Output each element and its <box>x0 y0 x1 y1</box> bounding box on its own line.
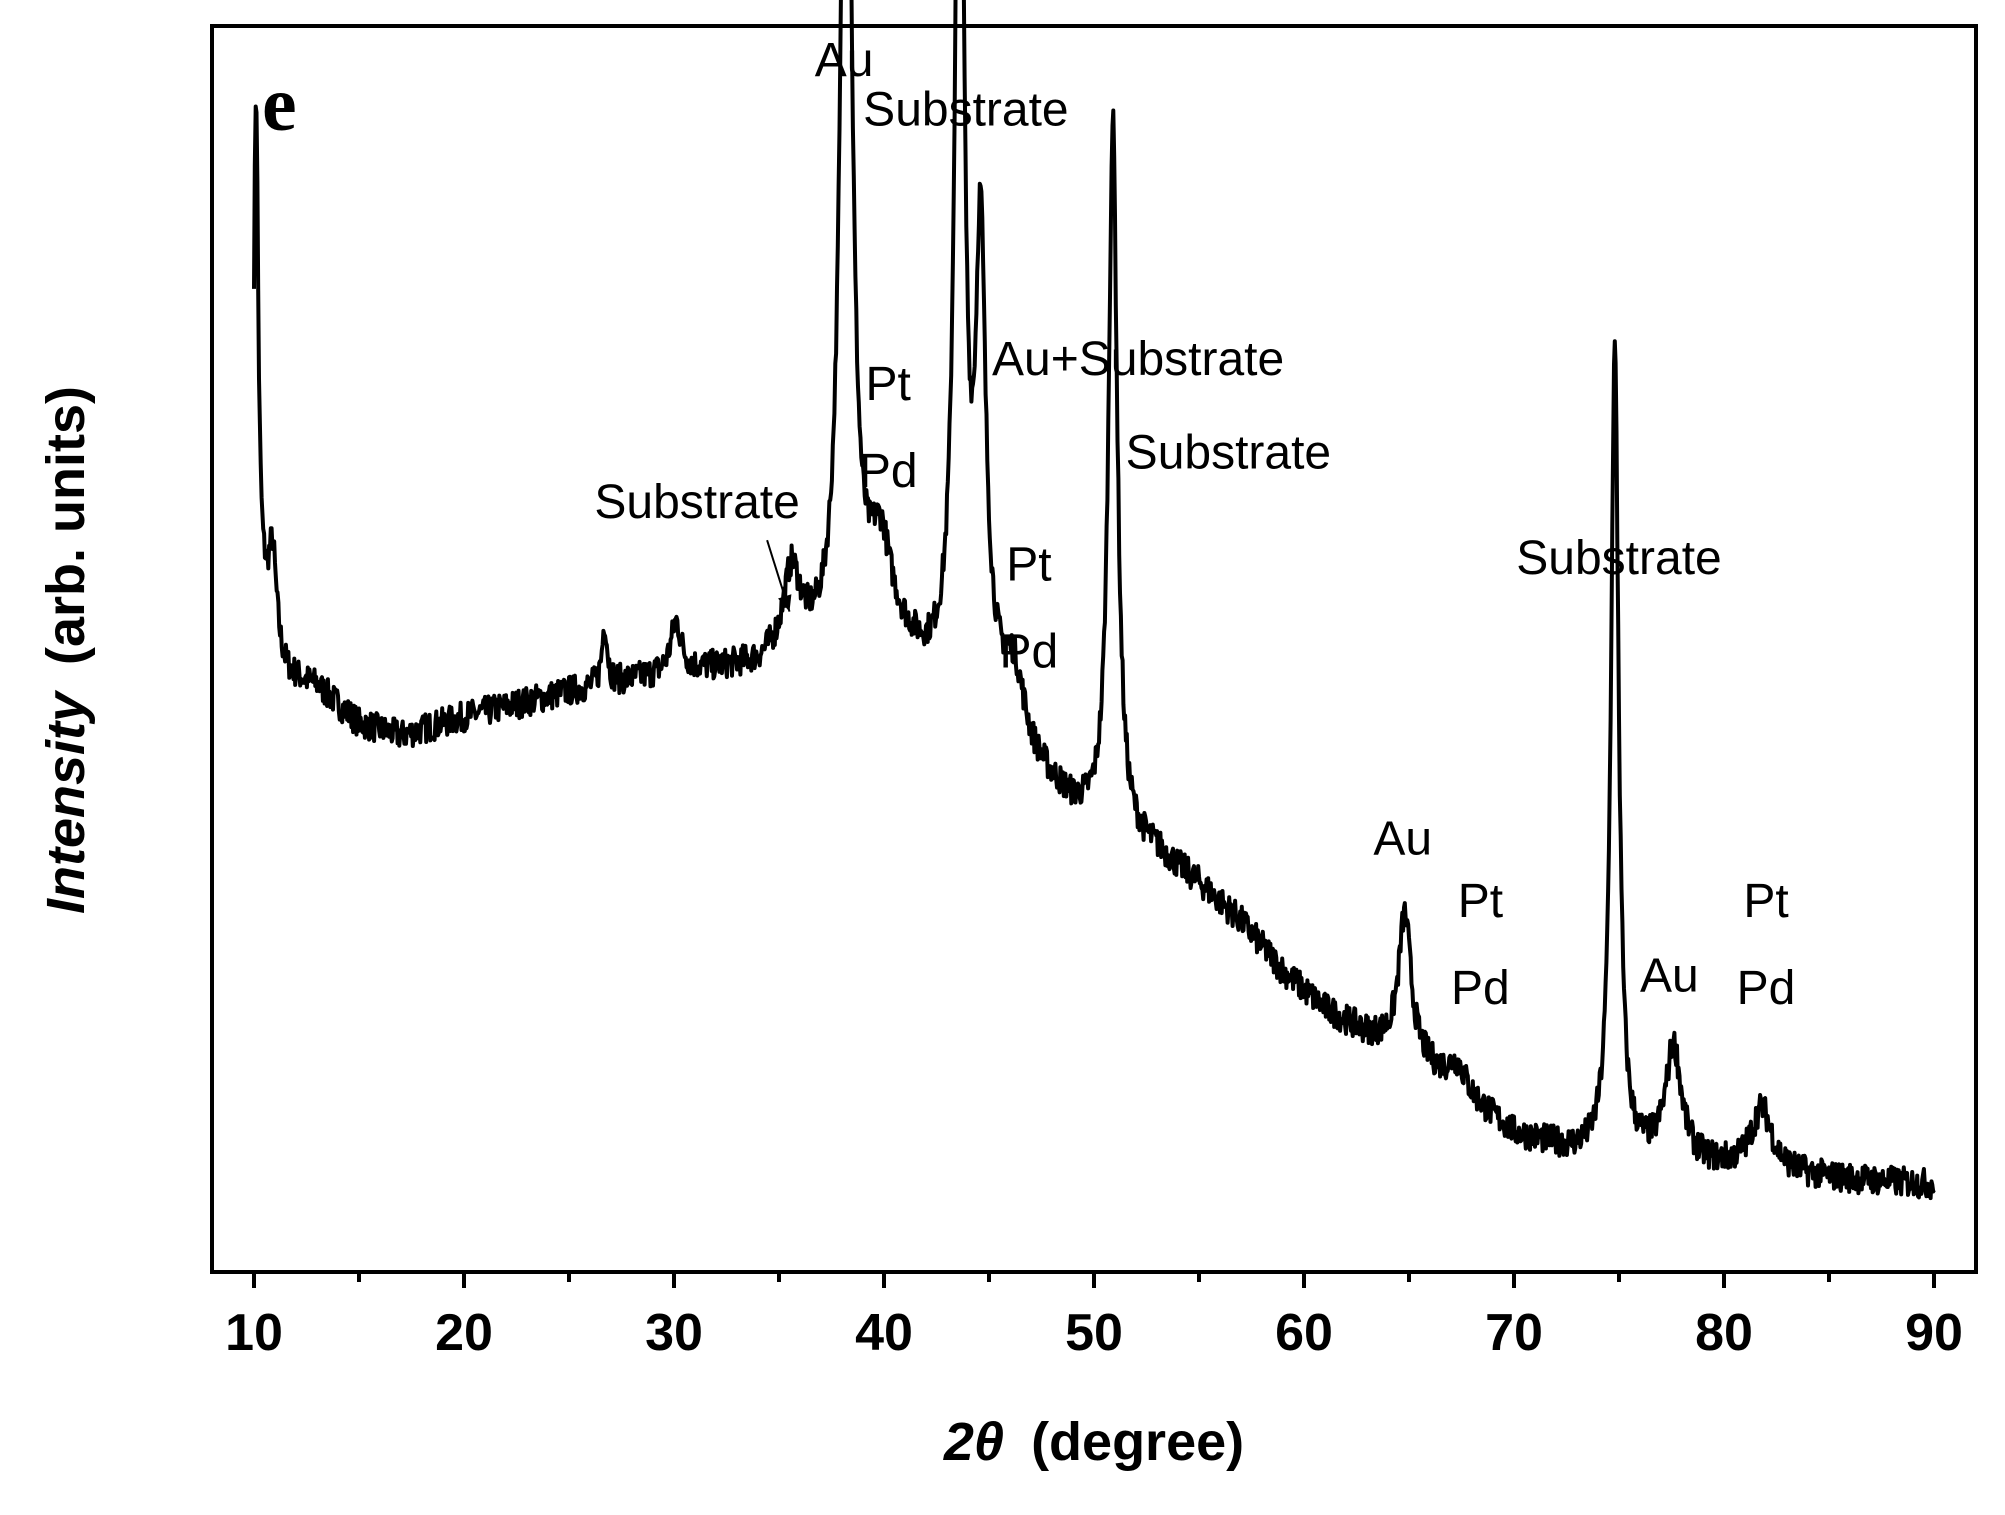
x-tick-label: 50 <box>1065 1304 1123 1362</box>
xrd-pattern-line <box>252 0 1936 1201</box>
x-tick-label: 80 <box>1695 1304 1753 1362</box>
peak-label: Pd <box>1737 962 1796 1015</box>
x-axis-title: 2θ (degree) <box>943 1412 1244 1472</box>
peak-label: Pd <box>1451 962 1510 1015</box>
peak-label: Substrate <box>1516 532 1721 585</box>
peak-label: Au+Substrate <box>992 333 1284 386</box>
x-axis-tick-labels: 10 20 30 40 50 60 70 80 90 <box>225 1304 1963 1362</box>
peak-annotations: AuSubstratePtPdAu+SubstrateSubstratePtPd… <box>594 34 1795 1015</box>
peak-label: Pd <box>1000 626 1059 679</box>
peak-label: Pt <box>866 358 911 411</box>
x-axis-symbol: 2θ <box>943 1412 1004 1472</box>
x-tick-label: 40 <box>855 1304 913 1362</box>
y-axis-title: Intensity (arb. units) <box>36 386 96 914</box>
peak-label: Pt <box>1743 875 1788 928</box>
peak-label: Pd <box>859 445 918 498</box>
x-tick-label: 90 <box>1905 1304 1963 1362</box>
peak-label: Substrate <box>863 84 1068 137</box>
peak-label: Au <box>1640 950 1699 1003</box>
x-tick-label: 20 <box>435 1304 493 1362</box>
panel-label: e <box>262 60 297 147</box>
x-tick-label: 10 <box>225 1304 283 1362</box>
x-axis-ticks <box>252 1272 1936 1288</box>
x-tick-label: 60 <box>1275 1304 1333 1362</box>
peak-label: Substrate <box>1126 426 1331 479</box>
peak-label: Pt <box>1006 538 1051 591</box>
peak-label: Au <box>1373 813 1432 866</box>
peak-label: Au <box>815 34 874 87</box>
annotation-arrow-head <box>778 594 792 612</box>
peak-label: Pt <box>1458 875 1503 928</box>
x-tick-label: 30 <box>645 1304 703 1362</box>
x-tick-label: 70 <box>1485 1304 1543 1362</box>
plot-frame <box>210 24 1978 1274</box>
peak-label: Substrate <box>594 476 799 529</box>
y-axis-quantity: Intensity <box>36 689 96 914</box>
y-axis-unit: (arb. units) <box>36 386 96 665</box>
x-axis-unit: (degree) <box>1031 1412 1244 1472</box>
